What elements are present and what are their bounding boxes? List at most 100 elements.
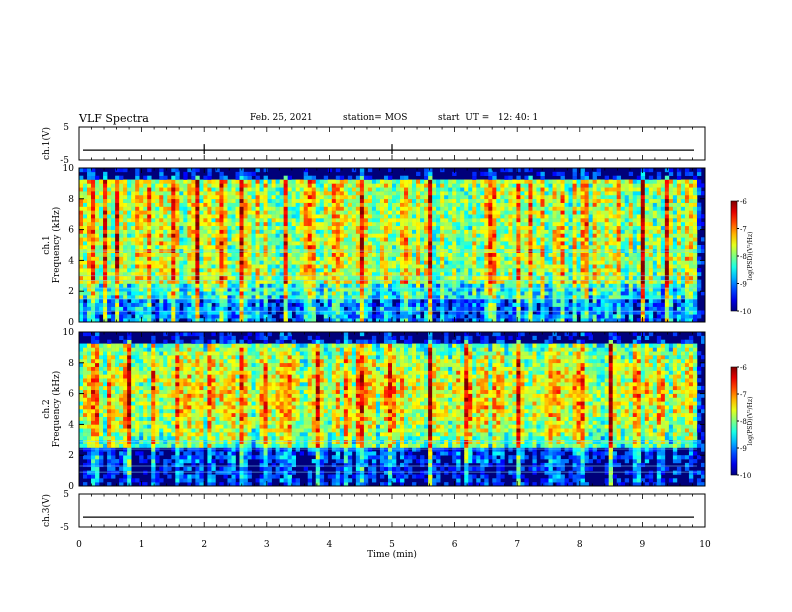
spectrogram-cell: [544, 214, 549, 219]
spectrogram-cell: [103, 221, 108, 227]
spectrogram-cell: [440, 252, 445, 257]
spectrogram-cell: [91, 279, 96, 284]
spectrogram-cell: [488, 287, 493, 292]
spectrogram-cell: [552, 191, 557, 196]
spectrogram-cell: [259, 252, 264, 257]
spectrogram-cell: [139, 310, 144, 315]
spectrogram-cell: [123, 210, 128, 215]
spectrogram-cell: [239, 194, 244, 200]
spectrogram-cell: [311, 229, 317, 234]
spectrogram-cell: [588, 206, 593, 211]
spectrogram-cell: [147, 183, 152, 188]
spectrogram-cell: [251, 275, 256, 280]
spectrogram-cell: [183, 183, 188, 188]
spectrogram-cell: [592, 287, 597, 292]
spectrogram-cell: [315, 245, 321, 250]
spectrogram-cell: [528, 298, 533, 304]
spectrogram-cell: [331, 314, 337, 319]
spectrogram-cell: [263, 241, 268, 246]
spectrogram-cell: [552, 198, 557, 203]
spectrogram-cell: [279, 225, 284, 230]
spectrogram-cell: [287, 233, 292, 238]
spectrogram-cell: [295, 198, 300, 203]
spectrogram-cell: [524, 206, 529, 211]
spectrogram-cell: [327, 302, 333, 307]
spectrogram-cell: [552, 279, 557, 284]
spectrogram-cell: [588, 241, 593, 246]
spectrogram-cell: [191, 298, 196, 304]
spectrogram-cell: [83, 194, 88, 200]
spectrogram-cell: [600, 260, 605, 265]
spectrogram-cell: [203, 295, 208, 300]
spectrogram-cell: [255, 218, 260, 223]
spectrogram-cell: [383, 271, 389, 277]
spectrogram-cell: [512, 210, 517, 215]
spectrogram-cell: [303, 302, 309, 307]
spectrogram-cell: [311, 283, 317, 288]
spectrogram-cell: [484, 179, 489, 184]
spectrogram-cell: [367, 271, 373, 277]
spectrogram-cell: [131, 291, 136, 296]
spectrogram-cell: [167, 183, 172, 188]
spectrogram-cell: [488, 291, 493, 296]
spectrogram-cell: [588, 194, 593, 200]
spectrogram-cell: [464, 194, 469, 200]
spectrogram-cell: [412, 279, 417, 284]
spectrogram-cell: [327, 206, 333, 211]
spectrogram-cell: [412, 233, 417, 238]
spectrogram-cell: [179, 256, 184, 261]
spectrogram-cell: [247, 314, 252, 319]
spectrogram-cell: [227, 191, 232, 196]
spectrogram-cell: [408, 187, 413, 192]
spectrogram-cell: [592, 179, 597, 184]
spectrogram-cell: [552, 233, 557, 238]
spectrogram-cell: [584, 302, 589, 307]
spectrogram-cell: [215, 260, 220, 265]
spectrogram-cell: [151, 318, 156, 323]
spectrogram-cell: [247, 271, 252, 277]
spectrogram-cell: [255, 256, 260, 261]
spectrogram-cell: [107, 287, 112, 292]
spectrogram-cell: [436, 229, 441, 234]
spectrogram-cell: [375, 275, 381, 280]
spectrogram-cell: [191, 202, 196, 207]
spectrogram-cell: [412, 310, 417, 315]
spectrogram-cell: [500, 183, 505, 188]
spectrogram-cell: [183, 202, 188, 207]
spectrogram-cell: [203, 198, 208, 203]
spectrogram-cell: [448, 268, 453, 273]
spectrogram-cell: [171, 229, 176, 234]
spectrogram-cell: [339, 194, 345, 200]
spectrogram-cell: [536, 198, 541, 203]
spectrogram-cell: [123, 275, 128, 280]
spectrogram-cell: [315, 302, 321, 307]
spectrogram-cell: [367, 168, 373, 173]
spectrogram-cell: [267, 194, 272, 200]
spectrogram-cell: [243, 275, 248, 280]
spectrogram-cell: [283, 260, 288, 265]
spectrogram-cell: [251, 233, 256, 238]
spectrogram-cell: [400, 225, 405, 230]
spectrogram-cell: [243, 179, 248, 184]
spectrogram-cell: [339, 252, 345, 257]
spectrogram-cell: [468, 268, 473, 273]
spectrogram-cell: [544, 287, 549, 292]
spectrogram-cell: [504, 175, 509, 180]
spectrogram-cell: [488, 183, 493, 188]
spectrogram-cell: [171, 302, 176, 307]
spectrogram-cell: [187, 194, 192, 200]
spectrogram-cell: [219, 202, 224, 207]
spectrogram-cell: [484, 252, 489, 257]
spectrogram-cell: [103, 237, 108, 242]
spectrogram-cell: [612, 225, 618, 230]
spectrogram-cell: [311, 260, 317, 265]
spectrogram-cell: [552, 314, 557, 319]
spectrogram-cell: [564, 283, 569, 288]
spectrogram-cell: [572, 241, 577, 246]
spectrogram-cell: [163, 268, 168, 273]
spectrogram-cell: [119, 210, 124, 215]
spectrogram-cell: [307, 245, 313, 250]
spectrogram-cell: [183, 191, 188, 196]
spectrogram-cell: [143, 302, 148, 307]
spectrogram-cell: [480, 218, 485, 223]
